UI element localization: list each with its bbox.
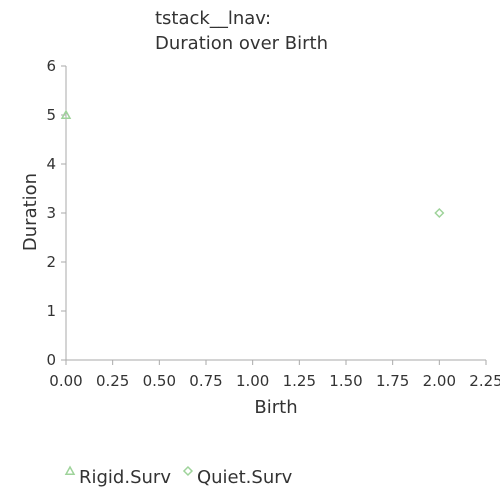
chart-title-line-2: Duration over Birth xyxy=(155,33,328,54)
x-tick-label: 1.00 xyxy=(236,372,269,390)
legend-label: Quiet.Surv xyxy=(197,467,293,488)
x-tick-label: 0.50 xyxy=(143,372,176,390)
x-tick-label: 2.00 xyxy=(423,372,456,390)
data-point-triangle xyxy=(60,109,72,119)
data-points xyxy=(60,109,445,219)
x-tick-label: 0.25 xyxy=(96,372,129,390)
x-tick-label: 1.25 xyxy=(283,372,316,390)
x-tick-label: 0.00 xyxy=(49,372,82,390)
y-tick-label: 2 xyxy=(46,253,56,271)
y-axis-label: Duration xyxy=(20,173,41,251)
x-tick-label: 2.25 xyxy=(469,372,500,390)
legend: Rigid.Surv Quiet.Surv xyxy=(64,465,293,488)
y-tick-label: 1 xyxy=(46,302,56,320)
chart-title: tstack__lnav: Duration over Birth xyxy=(155,8,328,54)
legend-marker-triangle xyxy=(64,465,76,475)
y-tick-label: 5 xyxy=(46,106,56,124)
x-tick-label: 1.50 xyxy=(329,372,362,390)
x-tick-label: 0.75 xyxy=(189,372,222,390)
plot-axes: 0.00 0.25 0.50 0.75 1.00 1.25 1.50 1.75 2.00 2.25… xyxy=(46,57,500,390)
y-tick-label: 0 xyxy=(46,351,56,369)
legend-marker-diamond xyxy=(182,465,194,477)
y-tick-label: 6 xyxy=(46,57,56,75)
data-point-diamond xyxy=(434,207,445,219)
y-tick-label: 4 xyxy=(46,155,56,173)
legend-label: Rigid.Surv xyxy=(79,467,171,488)
chart-title-line-1: tstack__lnav: xyxy=(155,8,271,29)
y-tick-label: 3 xyxy=(46,204,56,222)
x-tick-label: 1.75 xyxy=(376,372,409,390)
x-axis-label: Birth xyxy=(254,397,297,418)
